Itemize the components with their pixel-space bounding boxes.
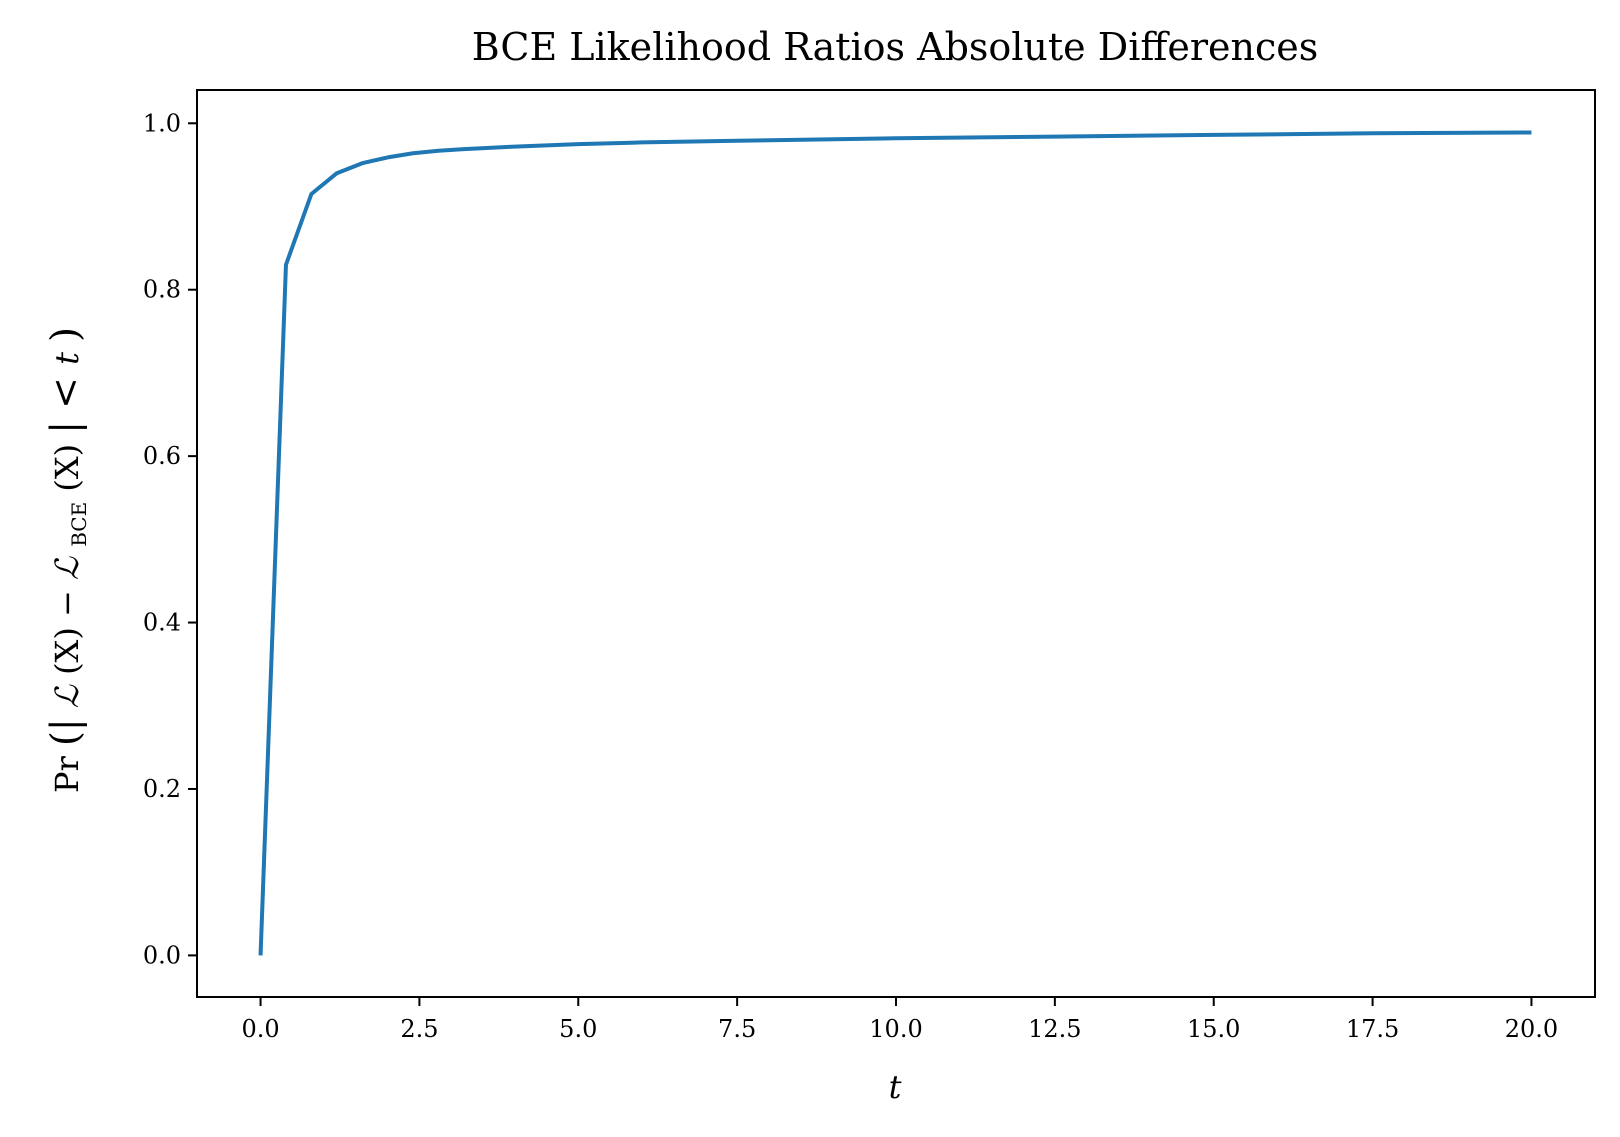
x-tick-label: 15.0 [1187,1015,1240,1043]
series-layer [258,130,1532,956]
y-label-end: ) [43,327,87,342]
y-tick-label: 0.2 [143,775,181,803]
x-axis-label: t [889,1068,902,1106]
series-line [258,130,1532,956]
y-tick-label: 0.0 [143,941,181,969]
x-tick-label: 2.5 [400,1015,438,1043]
y-tick-label: 0.8 [143,276,181,304]
x-tick-label: 20.0 [1505,1015,1558,1043]
y-label-prefix: Pr [48,755,86,793]
x-tick-label: 0.0 [241,1015,279,1043]
y-label-subscript: BCE [67,502,91,547]
y-tick-label: 0.4 [143,609,181,637]
y-label-term2: ℒ [48,556,86,580]
y-label-arg2: (X) [48,444,86,492]
x-tick-label: 10.0 [869,1015,922,1043]
plot-frame [196,89,1596,998]
ticks-layer: 0.0 2.5 5.0 7.5 10.0 12.5 15.0 17.5 20.0 0.0 0.2 0.… [143,109,1558,1043]
x-tick-label: 12.5 [1028,1015,1081,1043]
chart-title: BCE Likelihood Ratios Absolute Differenc… [472,25,1319,69]
y-label-close: | < [43,365,87,434]
x-tick-label: 17.5 [1346,1015,1399,1043]
y-label-term1: ℒ [48,684,86,708]
y-axis-label: Pr (| ℒ (X) − ℒ BCE (X) | < t ) [43,327,94,793]
y-tick-label: 0.6 [143,442,181,470]
x-tick-label: 7.5 [718,1015,756,1043]
x-tick-label: 5.0 [559,1015,597,1043]
y-tick-label: 1.0 [143,109,181,137]
y-label-var: t [48,352,86,365]
y-label-open: (| [43,718,87,746]
y-label-arg1: (X) [48,627,86,675]
y-label-minus: − [48,580,86,617]
